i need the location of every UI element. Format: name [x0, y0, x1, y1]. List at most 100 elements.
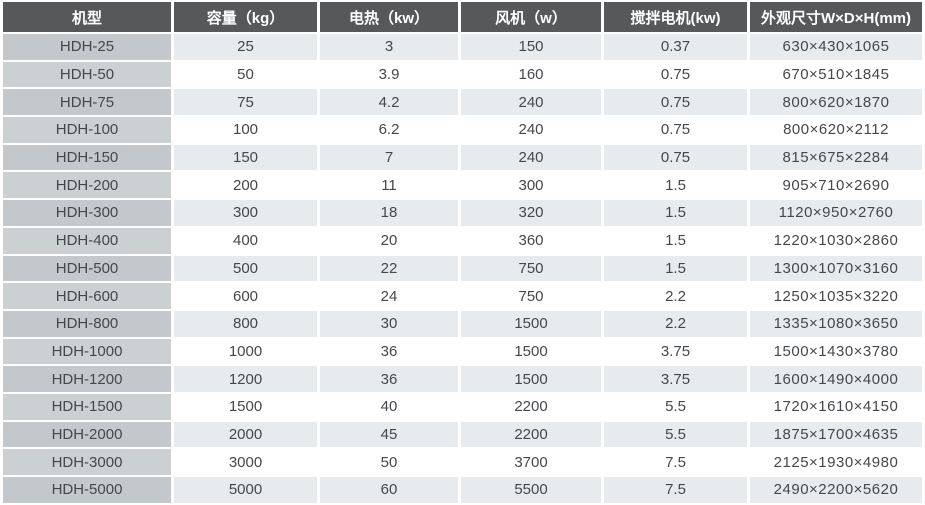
cell-dimensions: 800×620×1870	[750, 89, 922, 116]
cell-capacity: 400	[174, 227, 317, 254]
cell-fan: 2200	[461, 421, 601, 448]
cell-heating: 45	[320, 421, 458, 448]
cell-dimensions: 800×620×2112	[750, 117, 922, 143]
cell-heating: 30	[320, 310, 458, 337]
table-row: HDH-300 300 18 320 1.5 1120×950×2760	[3, 200, 922, 226]
cell-motor: 7.5	[604, 449, 747, 475]
cell-heating: 20	[320, 227, 458, 254]
table-row: HDH-1000 1000 36 1500 3.75 1500×1430×3780	[3, 338, 922, 365]
cell-capacity: 500	[174, 255, 317, 282]
cell-capacity: 800	[174, 310, 317, 337]
table-row: HDH-75 75 4.2 240 0.75 800×620×1870	[3, 89, 922, 116]
cell-fan: 1500	[461, 338, 601, 365]
cell-model: HDH-150	[3, 144, 171, 171]
cell-heating: 22	[320, 255, 458, 282]
cell-model: HDH-800	[3, 310, 171, 337]
cell-fan: 360	[461, 227, 601, 254]
table-row: HDH-800 800 30 1500 2.2 1335×1080×3650	[3, 310, 922, 337]
table-header-row: 机型 容量（kg） 电热（kw） 风机（w） 搅拌电机(kw) 外观尺寸W×D×…	[3, 2, 922, 32]
cell-dimensions: 1335×1080×3650	[750, 310, 922, 337]
cell-dimensions: 815×675×2284	[750, 144, 922, 171]
cell-dimensions: 1500×1430×3780	[750, 338, 922, 365]
table-row: HDH-3000 3000 50 3700 7.5 2125×1930×4980	[3, 449, 922, 475]
cell-heating: 3.9	[320, 61, 458, 88]
table-row: HDH-50 50 3.9 160 0.75 670×510×1845	[3, 61, 922, 88]
cell-motor: 0.75	[604, 89, 747, 116]
cell-model: HDH-25	[3, 34, 171, 60]
cell-model: HDH-50	[3, 61, 171, 88]
cell-fan: 1500	[461, 310, 601, 337]
cell-fan: 750	[461, 283, 601, 309]
cell-dimensions: 1600×1490×4000	[750, 366, 922, 392]
cell-model: HDH-500	[3, 255, 171, 282]
cell-motor: 0.75	[604, 61, 747, 88]
cell-capacity: 25	[174, 34, 317, 60]
cell-motor: 0.75	[604, 144, 747, 171]
cell-dimensions: 1220×1030×2860	[750, 227, 922, 254]
cell-fan: 750	[461, 255, 601, 282]
cell-capacity: 3000	[174, 449, 317, 475]
table-row: HDH-200 200 11 300 1.5 905×710×2690	[3, 172, 922, 199]
cell-model: HDH-75	[3, 89, 171, 116]
cell-motor: 1.5	[604, 255, 747, 282]
cell-motor: 0.75	[604, 117, 747, 143]
cell-motor: 5.5	[604, 393, 747, 420]
cell-heating: 4.2	[320, 89, 458, 116]
cell-heating: 36	[320, 366, 458, 392]
cell-fan: 3700	[461, 449, 601, 475]
cell-capacity: 150	[174, 144, 317, 171]
cell-fan: 300	[461, 172, 601, 199]
cell-fan: 320	[461, 200, 601, 226]
cell-capacity: 5000	[174, 477, 317, 503]
cell-model: HDH-600	[3, 283, 171, 309]
column-header-model: 机型	[3, 2, 171, 32]
table-row: HDH-25 25 3 150 0.37 630×430×1065	[3, 34, 922, 60]
cell-motor: 1.5	[604, 172, 747, 199]
cell-capacity: 50	[174, 61, 317, 88]
cell-heating: 18	[320, 200, 458, 226]
cell-motor: 3.75	[604, 366, 747, 392]
table-row: HDH-1200 1200 36 1500 3.75 1600×1490×4000	[3, 366, 922, 392]
table-row: HDH-600 600 24 750 2.2 1250×1035×3220	[3, 283, 922, 309]
cell-dimensions: 1720×1610×4150	[750, 393, 922, 420]
cell-dimensions: 670×510×1845	[750, 61, 922, 88]
cell-model: HDH-300	[3, 200, 171, 226]
table-row: HDH-1500 1500 40 2200 5.5 1720×1610×4150	[3, 393, 922, 420]
cell-fan: 2200	[461, 393, 601, 420]
cell-model: HDH-400	[3, 227, 171, 254]
table-row: HDH-2000 2000 45 2200 5.5 1875×1700×4635	[3, 421, 922, 448]
cell-motor: 2.2	[604, 283, 747, 309]
cell-fan: 5500	[461, 477, 601, 503]
cell-capacity: 600	[174, 283, 317, 309]
cell-heating: 60	[320, 477, 458, 503]
cell-model: HDH-1500	[3, 393, 171, 420]
cell-dimensions: 1875×1700×4635	[750, 421, 922, 448]
column-header-heating: 电热（kw）	[320, 2, 458, 32]
cell-heating: 11	[320, 172, 458, 199]
cell-heating: 40	[320, 393, 458, 420]
cell-dimensions: 630×430×1065	[750, 34, 922, 60]
cell-motor: 7.5	[604, 477, 747, 503]
cell-dimensions: 1120×950×2760	[750, 200, 922, 226]
cell-model: HDH-5000	[3, 477, 171, 503]
cell-motor: 2.2	[604, 310, 747, 337]
cell-dimensions: 2125×1930×4980	[750, 449, 922, 475]
cell-motor: 0.37	[604, 34, 747, 60]
column-header-dimensions: 外观尺寸W×D×H(mm)	[750, 2, 922, 32]
cell-model: HDH-100	[3, 117, 171, 143]
cell-fan: 1500	[461, 366, 601, 392]
cell-heating: 3	[320, 34, 458, 60]
cell-model: HDH-1200	[3, 366, 171, 392]
spec-table-body: HDH-25 25 3 150 0.37 630×430×1065 HDH-50 50 3.9 1…	[3, 34, 922, 503]
column-header-capacity: 容量（kg）	[174, 2, 317, 32]
cell-heating: 24	[320, 283, 458, 309]
cell-capacity: 2000	[174, 421, 317, 448]
cell-capacity: 1200	[174, 366, 317, 392]
cell-heating: 36	[320, 338, 458, 365]
cell-dimensions: 2490×2200×5620	[750, 477, 922, 503]
cell-motor: 1.5	[604, 227, 747, 254]
cell-model: HDH-3000	[3, 449, 171, 475]
table-row: HDH-500 500 22 750 1.5 1300×1070×3160	[3, 255, 922, 282]
cell-fan: 150	[461, 34, 601, 60]
